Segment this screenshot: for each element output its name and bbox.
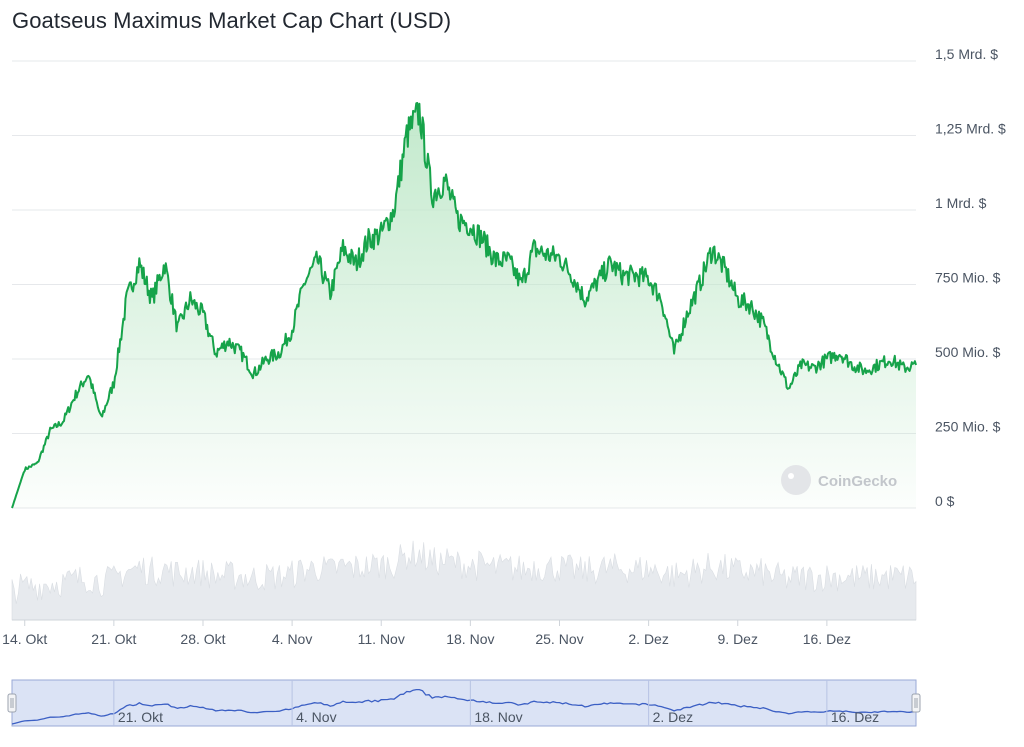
market-cap-area (12, 103, 916, 508)
x-tick-label: 11. Nov (358, 631, 405, 647)
market-cap-series (11, 102, 917, 509)
volume-area (11, 540, 917, 621)
navigator-tick-label: 2. Dez (653, 709, 693, 725)
watermark-text: CoinGecko (818, 473, 897, 490)
y-tick-label: 750 Mio. $ (935, 270, 1001, 286)
chart-title: Goatseus Maximus Market Cap Chart (USD) (12, 8, 452, 33)
navigator-left-handle[interactable] (7, 693, 17, 713)
x-tick-label: 2. Dez (628, 631, 668, 647)
y-tick-label: 500 Mio. $ (935, 344, 1001, 360)
y-tick-label: 0 $ (935, 493, 955, 509)
x-tick-label: 14. Okt (2, 631, 47, 647)
navigator-tick-label: 16. Dez (831, 709, 879, 725)
x-axis: 14. Okt 21. Okt 28. Okt 4. Nov 11. Nov 18. No… (2, 620, 851, 647)
x-tick-label: 28. Okt (180, 631, 225, 647)
navigator-tick-label: 4. Nov (296, 709, 336, 725)
x-tick-label: 21. Okt (91, 631, 136, 647)
market-cap-line (11, 102, 917, 509)
y-tick-label: 250 Mio. $ (935, 419, 1001, 435)
navigator-right-handle[interactable] (911, 693, 921, 713)
gecko-logo-icon (781, 465, 811, 495)
x-tick-label: 4. Nov (272, 631, 312, 647)
volume-bars (11, 540, 917, 621)
coingecko-watermark: CoinGecko (781, 465, 897, 495)
x-tick-label: 9. Dez (718, 631, 758, 647)
x-tick-label: 25. Nov (535, 631, 583, 647)
range-navigator[interactable]: 21. Okt 4. Nov 18. Nov 2. Dez 16. Dez (7, 679, 921, 727)
y-axis: 0 $ 250 Mio. $ 500 Mio. $ 750 Mio. $ 1 Mrd. … (935, 46, 1006, 509)
navigator-tick-label: 21. Okt (118, 709, 163, 725)
x-tick-label: 18. Nov (446, 631, 494, 647)
navigator-line (11, 688, 917, 725)
gecko-eye-icon (788, 473, 794, 479)
y-tick-label: 1,25 Mrd. $ (935, 121, 1006, 137)
y-tick-label: 1,5 Mrd. $ (935, 46, 998, 62)
y-tick-label: 1 Mrd. $ (935, 195, 987, 211)
x-tick-label: 16. Dez (803, 631, 851, 647)
navigator-tick-label: 18. Nov (474, 709, 522, 725)
